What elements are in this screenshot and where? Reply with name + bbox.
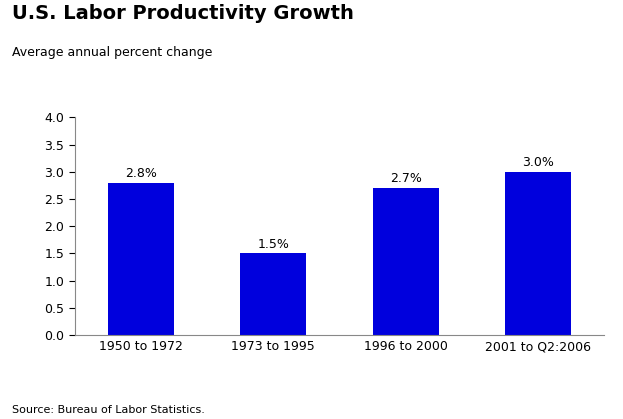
- Text: Source: Bureau of Labor Statistics.: Source: Bureau of Labor Statistics.: [12, 405, 206, 415]
- Text: Average annual percent change: Average annual percent change: [12, 46, 213, 59]
- Text: 2.7%: 2.7%: [390, 172, 422, 186]
- Text: 2.8%: 2.8%: [125, 167, 157, 180]
- Bar: [373, 188, 439, 335]
- Text: U.S. Labor Productivity Growth: U.S. Labor Productivity Growth: [12, 4, 354, 23]
- Bar: [505, 172, 571, 335]
- Text: 3.0%: 3.0%: [522, 156, 554, 169]
- Text: 1.5%: 1.5%: [257, 238, 289, 251]
- Bar: [240, 253, 307, 335]
- Bar: [108, 183, 174, 335]
